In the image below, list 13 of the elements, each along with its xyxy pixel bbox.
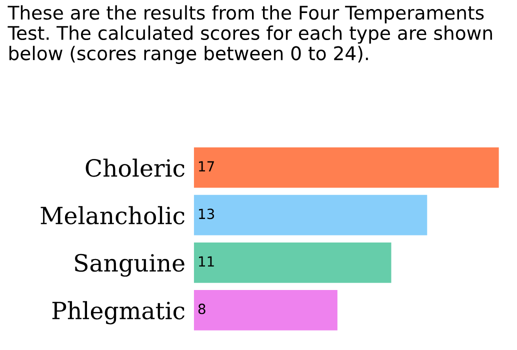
- data-label: 13: [198, 208, 214, 220]
- data-label: 11: [198, 256, 214, 266]
- data-label: 17: [198, 161, 214, 172]
- bar: [194, 242, 392, 283]
- bar: [194, 290, 338, 330]
- y-tick-label: Phlegmatic: [52, 301, 184, 324]
- y-tick-label: Choleric: [86, 158, 184, 177]
- y-tick-label: Melancholic: [40, 206, 184, 224]
- y-tick-label: Sanguine: [75, 254, 184, 277]
- bar: [194, 194, 428, 236]
- chart-title: These are the results from the Four Temperaments Test. The calculated scores for each type are shown below (scores range between 0 to 24).: [8, 5, 492, 64]
- data-label: 8: [198, 304, 206, 314]
- bar: [194, 147, 499, 188]
